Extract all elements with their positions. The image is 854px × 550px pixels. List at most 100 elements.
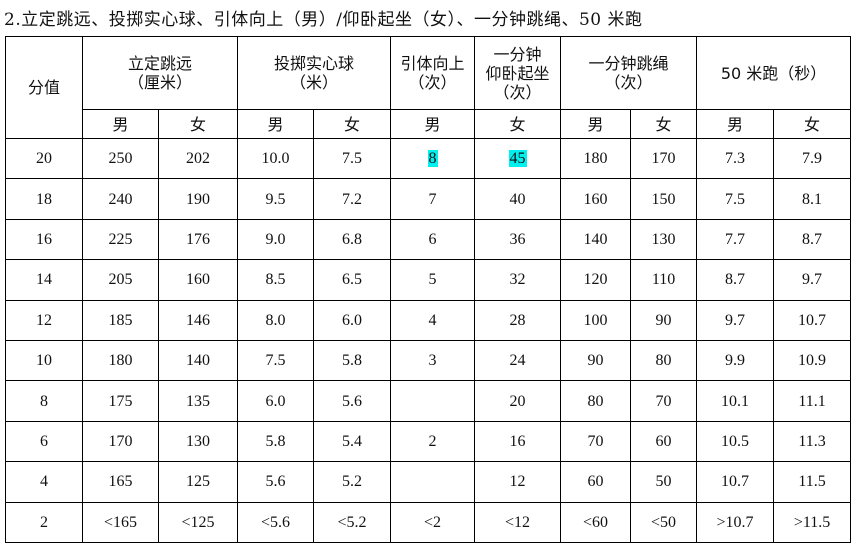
table-cell: 16: [474, 420, 562, 463]
table-cell: 120: [560, 259, 632, 301]
score-cell: 12: [5, 299, 83, 341]
table-cell: 4: [390, 299, 476, 341]
table-cell: 190: [157, 178, 239, 220]
table-cell: <12: [474, 501, 562, 543]
table-cell: 24: [474, 339, 562, 382]
table-cell: [390, 380, 476, 422]
gender-header-cell: 女: [313, 109, 392, 139]
table-cell: 125: [157, 461, 239, 503]
table-cell: 170: [630, 137, 698, 180]
gender-header-cell: 男: [390, 109, 476, 139]
table-cell: 135: [157, 380, 239, 422]
table-cell: 6.0: [237, 380, 315, 422]
table-cell: 10.0: [237, 137, 315, 180]
table-cell: 160: [560, 178, 632, 220]
table-cell: 100: [560, 299, 632, 341]
table-cell: 150: [630, 178, 698, 220]
gender-header-cell: 男: [560, 109, 632, 139]
table-cell: 5.4: [313, 420, 392, 463]
table-cell: <5.2: [313, 501, 392, 543]
gender-header-row: 男女男女男女男女男女: [6, 109, 852, 139]
table-cell: 140: [560, 218, 632, 261]
table-cell: 11.1: [773, 380, 852, 422]
table-cell: 146: [157, 299, 239, 341]
table-cell: 5.6: [237, 461, 315, 503]
header-pull-up: 引体向上 （次）: [390, 36, 476, 110]
table-cell: 130: [157, 420, 239, 463]
header-sit-up: 一分钟 仰卧起坐 （次）: [474, 36, 562, 110]
table-cell: <2: [390, 501, 476, 543]
table-cell: 11.3: [773, 420, 852, 463]
table-cell: 12: [474, 461, 562, 503]
table-row: 2 <165 <125 <5.6 <5.2 <2 <12 <60 <50 >10.7 >11.5: [5, 501, 852, 543]
table-cell: 6: [390, 218, 476, 261]
table-cell: 6.0: [313, 299, 392, 341]
table-cell: 8.7: [773, 218, 852, 261]
table-cell: 8.5: [237, 259, 315, 301]
score-cell: 16: [5, 218, 83, 261]
table-cell: 7.3: [696, 137, 775, 180]
table-row: 6 170 130 5.8 5.4 2 16 70 60 10.5 11.3: [5, 420, 852, 463]
table-cell: 2: [390, 420, 476, 463]
table-row: 14 205 160 8.5 6.5 5 32 120 110 8.7 9.7: [5, 259, 852, 301]
table-cell: 175: [82, 380, 159, 422]
table-cell: 9.7: [696, 299, 775, 341]
table-cell: 7.2: [313, 178, 392, 220]
gender-header-cell: 女: [773, 109, 852, 139]
table-cell: 205: [82, 259, 159, 301]
table-cell: >10.7: [696, 501, 775, 543]
table-cell: 240: [82, 178, 159, 220]
score-cell: 8: [5, 380, 83, 422]
table-cell: 180: [560, 137, 632, 180]
table-cell: >11.5: [773, 501, 852, 543]
table-cell: 180: [82, 339, 159, 382]
table-cell: 80: [630, 339, 698, 382]
table-cell: <125: [157, 501, 239, 543]
table-cell: 70: [560, 420, 632, 463]
table-cell: 8.0: [237, 299, 315, 341]
table-cell: 140: [157, 339, 239, 382]
table-cell: 9.5: [237, 178, 315, 220]
gender-header-cell: 女: [630, 109, 698, 139]
table-cell: 9.9: [696, 339, 775, 382]
header-standing-jump: 立定跳远 （厘米）: [81, 36, 239, 110]
table-cell: 8.7: [696, 259, 775, 301]
table-cell: 8: [390, 137, 476, 180]
table-cell: 11.5: [773, 461, 852, 503]
table-cell: 5: [390, 259, 476, 301]
table-row: 10 180 140 7.5 5.8 3 24 90 80 9.9 10.9: [5, 339, 852, 382]
table-cell: 20: [474, 380, 562, 422]
score-cell: 6: [5, 420, 83, 463]
table-row: 12 185 146 8.0 6.0 4 28 100 90 9.7 10.7: [5, 299, 852, 341]
table-cell: 250: [82, 137, 159, 180]
table-cell: <5.6: [237, 501, 315, 543]
table-row: 4 165 125 5.6 5.2 12 60 50 10.7 11.5: [5, 461, 852, 503]
gender-header-cell: 男: [237, 109, 315, 139]
highlighted-value: 8: [427, 150, 438, 168]
table-cell: 60: [630, 420, 698, 463]
gender-header-cell: 女: [157, 109, 239, 139]
table-cell: 8.1: [773, 178, 852, 220]
table-cell: 160: [157, 259, 239, 301]
table-cell: [390, 461, 476, 503]
header-50m-run: 50 米跑（秒）: [696, 36, 852, 110]
score-cell: 2: [5, 501, 83, 543]
table-cell: 70: [630, 380, 698, 422]
table-cell: <165: [82, 501, 159, 543]
table-cell: 5.6: [313, 380, 392, 422]
document-title: 2.立定跳远、投掷实心球、引体向上（男）/仰卧起坐（女）、一分钟跳绳、50 米跑: [4, 10, 643, 30]
table-cell: 32: [474, 259, 562, 301]
table-cell: 9.0: [237, 218, 315, 261]
table-cell: 202: [157, 137, 239, 180]
table-cell: 50: [630, 461, 698, 503]
table-cell: 9.7: [773, 259, 852, 301]
header-score: 分值: [5, 36, 83, 139]
table-cell: 10.7: [696, 461, 775, 503]
table-cell: 45: [474, 137, 562, 180]
table-cell: 7.5: [313, 137, 392, 180]
table-cell: 165: [82, 461, 159, 503]
table-cell: 7.7: [696, 218, 775, 261]
score-cell: 20: [5, 137, 83, 180]
table-cell: 7.9: [773, 137, 852, 180]
table-row: 8 175 135 6.0 5.6 20 80 70 10.1 11.1: [5, 380, 852, 422]
